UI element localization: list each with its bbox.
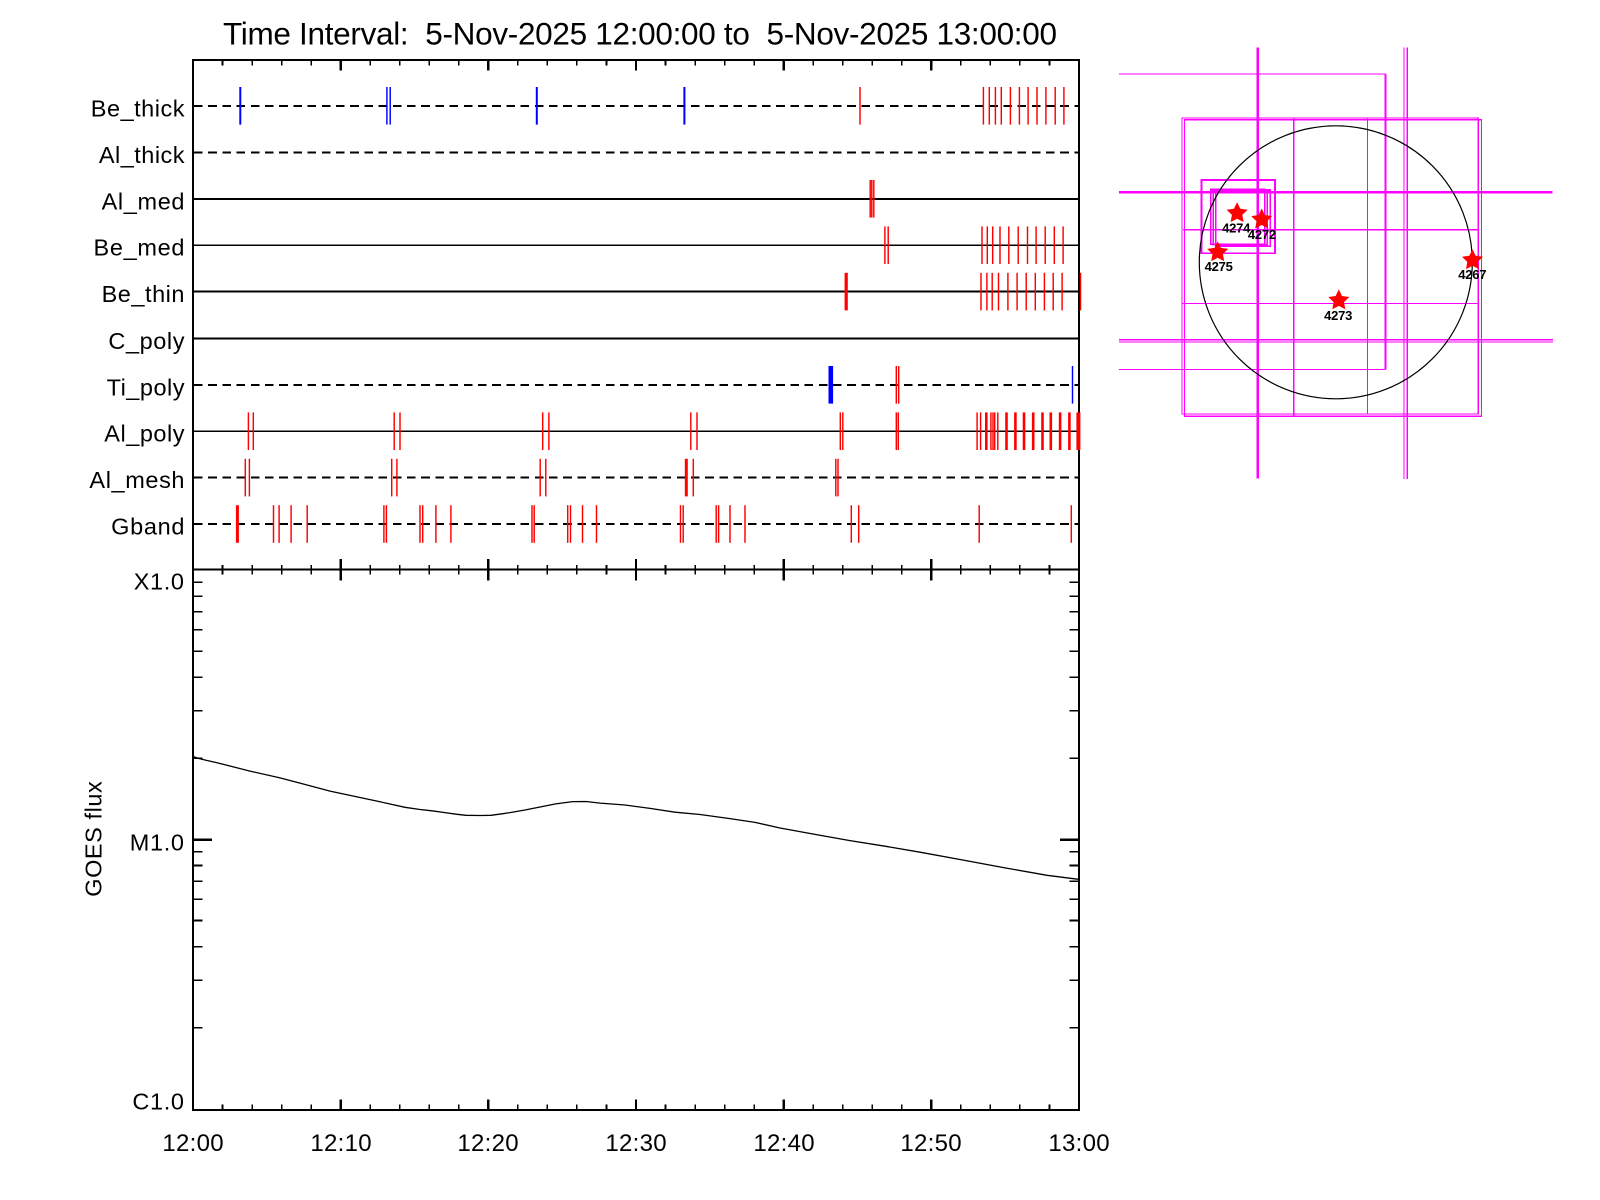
svg-text:4273: 4273 — [1324, 308, 1352, 323]
svg-text:12:00: 12:00 — [162, 1130, 223, 1157]
svg-text:Al_poly: Al_poly — [104, 421, 184, 447]
svg-text:M1.0: M1.0 — [130, 830, 184, 856]
svg-text:Ti_poly: Ti_poly — [107, 374, 185, 400]
svg-text:13:00: 13:00 — [1048, 1130, 1109, 1157]
svg-text:12:50: 12:50 — [900, 1130, 961, 1157]
svg-text:Be_thin: Be_thin — [102, 281, 185, 307]
svg-text:4272: 4272 — [1248, 227, 1276, 242]
svg-text:Time Interval: 5-Nov-2025 12:: Time Interval: 5-Nov-2025 12:00:00 to 5-… — [223, 16, 1057, 52]
svg-text:4275: 4275 — [1205, 259, 1233, 274]
svg-text:12:20: 12:20 — [457, 1130, 518, 1157]
svg-text:C_poly: C_poly — [108, 328, 184, 354]
svg-text:Gband: Gband — [111, 514, 184, 540]
svg-text:12:10: 12:10 — [310, 1130, 371, 1157]
svg-text:Al_med: Al_med — [102, 188, 185, 214]
svg-text:C1.0: C1.0 — [132, 1088, 184, 1114]
svg-text:4267: 4267 — [1458, 267, 1486, 282]
svg-text:12:40: 12:40 — [753, 1130, 814, 1157]
svg-text:12:30: 12:30 — [605, 1130, 666, 1157]
svg-text:Al_mesh: Al_mesh — [89, 467, 184, 493]
svg-text:GOES flux: GOES flux — [81, 781, 107, 897]
svg-text:4274: 4274 — [1222, 221, 1251, 236]
svg-text:X1.0: X1.0 — [134, 568, 184, 594]
svg-text:Be_thick: Be_thick — [91, 95, 185, 121]
svg-text:Be_med: Be_med — [94, 235, 185, 261]
svg-text:Al_thick: Al_thick — [99, 142, 185, 168]
